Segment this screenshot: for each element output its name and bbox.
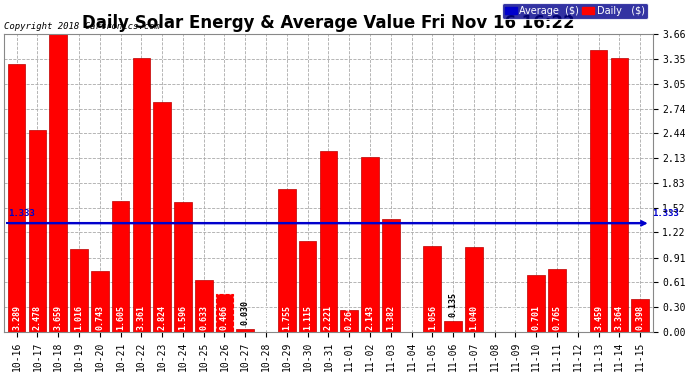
Text: 0.765: 0.765 [553, 305, 562, 330]
Text: 1.040: 1.040 [469, 305, 478, 330]
Bar [132, 58, 150, 332]
Bar [590, 50, 607, 332]
Bar [548, 270, 566, 332]
Text: 0.743: 0.743 [95, 305, 104, 330]
Bar [28, 130, 46, 332]
Bar [444, 321, 462, 332]
Text: 1.333: 1.333 [653, 209, 680, 218]
Bar [340, 310, 358, 332]
Text: 1.056: 1.056 [428, 305, 437, 330]
Text: 0.000: 0.000 [262, 305, 270, 330]
Text: 1.333: 1.333 [8, 209, 35, 218]
Text: 3.364: 3.364 [615, 305, 624, 330]
Bar [319, 151, 337, 332]
Bar [153, 102, 171, 332]
Text: 0.000: 0.000 [573, 305, 582, 330]
Bar [91, 271, 108, 332]
Text: 2.824: 2.824 [157, 305, 166, 330]
Text: Copyright 2018 Cartronics.com: Copyright 2018 Cartronics.com [4, 22, 160, 31]
Text: 1.115: 1.115 [303, 305, 312, 330]
Bar [50, 34, 67, 332]
Text: 0.398: 0.398 [635, 305, 644, 330]
Text: 0.000: 0.000 [511, 305, 520, 330]
Text: 2.221: 2.221 [324, 305, 333, 330]
Text: 3.361: 3.361 [137, 305, 146, 330]
Text: 2.143: 2.143 [366, 305, 375, 330]
Title: Daily Solar Energy & Average Value Fri Nov 16 16:22: Daily Solar Energy & Average Value Fri N… [82, 14, 575, 32]
Text: 1.596: 1.596 [179, 305, 188, 330]
Text: 0.135: 0.135 [448, 292, 457, 316]
Text: 0.466: 0.466 [220, 305, 229, 330]
Legend: Average  ($), Daily   ($): Average ($), Daily ($) [502, 3, 648, 19]
Bar [424, 246, 441, 332]
Bar [174, 202, 192, 332]
Bar [382, 219, 400, 332]
Text: 0.701: 0.701 [532, 305, 541, 330]
Text: 0.633: 0.633 [199, 305, 208, 330]
Text: 3.459: 3.459 [594, 305, 603, 330]
Text: 0.000: 0.000 [407, 305, 416, 330]
Bar [361, 158, 379, 332]
Text: 1.382: 1.382 [386, 305, 395, 330]
Text: 1.016: 1.016 [75, 305, 83, 330]
Bar [611, 58, 628, 332]
Text: 2.478: 2.478 [33, 305, 42, 330]
Bar [70, 249, 88, 332]
Bar [299, 241, 317, 332]
Bar [465, 247, 483, 332]
Bar [278, 189, 295, 332]
Bar [631, 299, 649, 332]
Text: 1.755: 1.755 [282, 305, 291, 330]
Text: 0.030: 0.030 [241, 300, 250, 325]
Text: 0.000: 0.000 [490, 305, 499, 330]
Text: 3.289: 3.289 [12, 305, 21, 330]
Bar [237, 329, 254, 332]
Text: 0.264: 0.264 [345, 305, 354, 330]
Bar [527, 275, 545, 332]
Bar [112, 201, 130, 332]
Text: 3.659: 3.659 [54, 305, 63, 330]
Bar [216, 294, 233, 332]
Text: 1.605: 1.605 [116, 305, 125, 330]
Bar [195, 280, 213, 332]
Bar [8, 64, 26, 332]
